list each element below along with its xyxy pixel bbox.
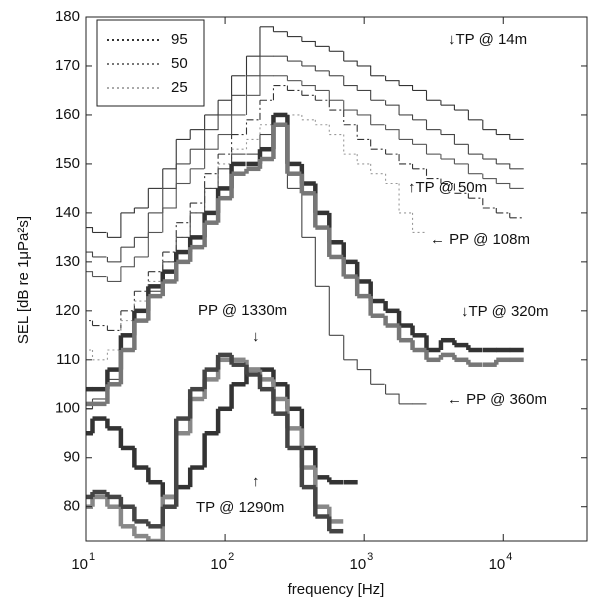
annotation: ↓TP @ 14m bbox=[448, 31, 527, 48]
legend-box bbox=[96, 19, 205, 107]
annotation: ↑ bbox=[252, 473, 260, 490]
axes-frame bbox=[85, 16, 588, 542]
y-tick-label: 180 bbox=[55, 8, 80, 25]
annotation: ← PP @ 108m bbox=[430, 231, 530, 248]
x-tick-exponent: 1 bbox=[89, 551, 95, 563]
y-tick-label: 90 bbox=[63, 449, 80, 466]
legend-label: 50 bbox=[171, 55, 188, 72]
y-axis-label: SEL [dB re 1μPa²s] bbox=[15, 216, 32, 344]
x-tick-exponent: 4 bbox=[506, 551, 512, 563]
x-tick-label: 10 bbox=[210, 556, 227, 573]
y-tick-label: 140 bbox=[55, 204, 80, 221]
x-axis-label: frequency [Hz] bbox=[288, 581, 385, 598]
annotation: ← PP @ 360m bbox=[447, 391, 547, 408]
legend-label: 25 bbox=[171, 79, 188, 96]
x-tick-label: 10 bbox=[71, 556, 88, 573]
legend-label: 95 bbox=[171, 31, 188, 48]
x-tick-exponent: 3 bbox=[367, 551, 373, 563]
y-tick-label: 160 bbox=[55, 106, 80, 123]
x-tick-label: 10 bbox=[489, 556, 506, 573]
y-tick-label: 110 bbox=[56, 351, 80, 368]
y-tick-label: 170 bbox=[55, 57, 80, 74]
annotation: TP @ 1290m bbox=[196, 499, 284, 516]
y-tick-label: 150 bbox=[55, 155, 80, 172]
x-tick-exponent: 2 bbox=[228, 551, 234, 563]
annotation: PP @ 1330m bbox=[198, 302, 287, 319]
annotation: ↓ bbox=[252, 328, 260, 345]
annotation: ↓TP @ 320m bbox=[461, 303, 548, 320]
plot-area bbox=[86, 26, 524, 541]
y-tick-label: 130 bbox=[55, 253, 80, 270]
y-tick-label: 80 bbox=[63, 498, 80, 515]
y-tick-label: 100 bbox=[55, 400, 80, 417]
y-tick-label: 120 bbox=[55, 302, 80, 319]
annotation: ↑TP @ 50m bbox=[408, 179, 487, 196]
x-tick-label: 10 bbox=[349, 556, 366, 573]
